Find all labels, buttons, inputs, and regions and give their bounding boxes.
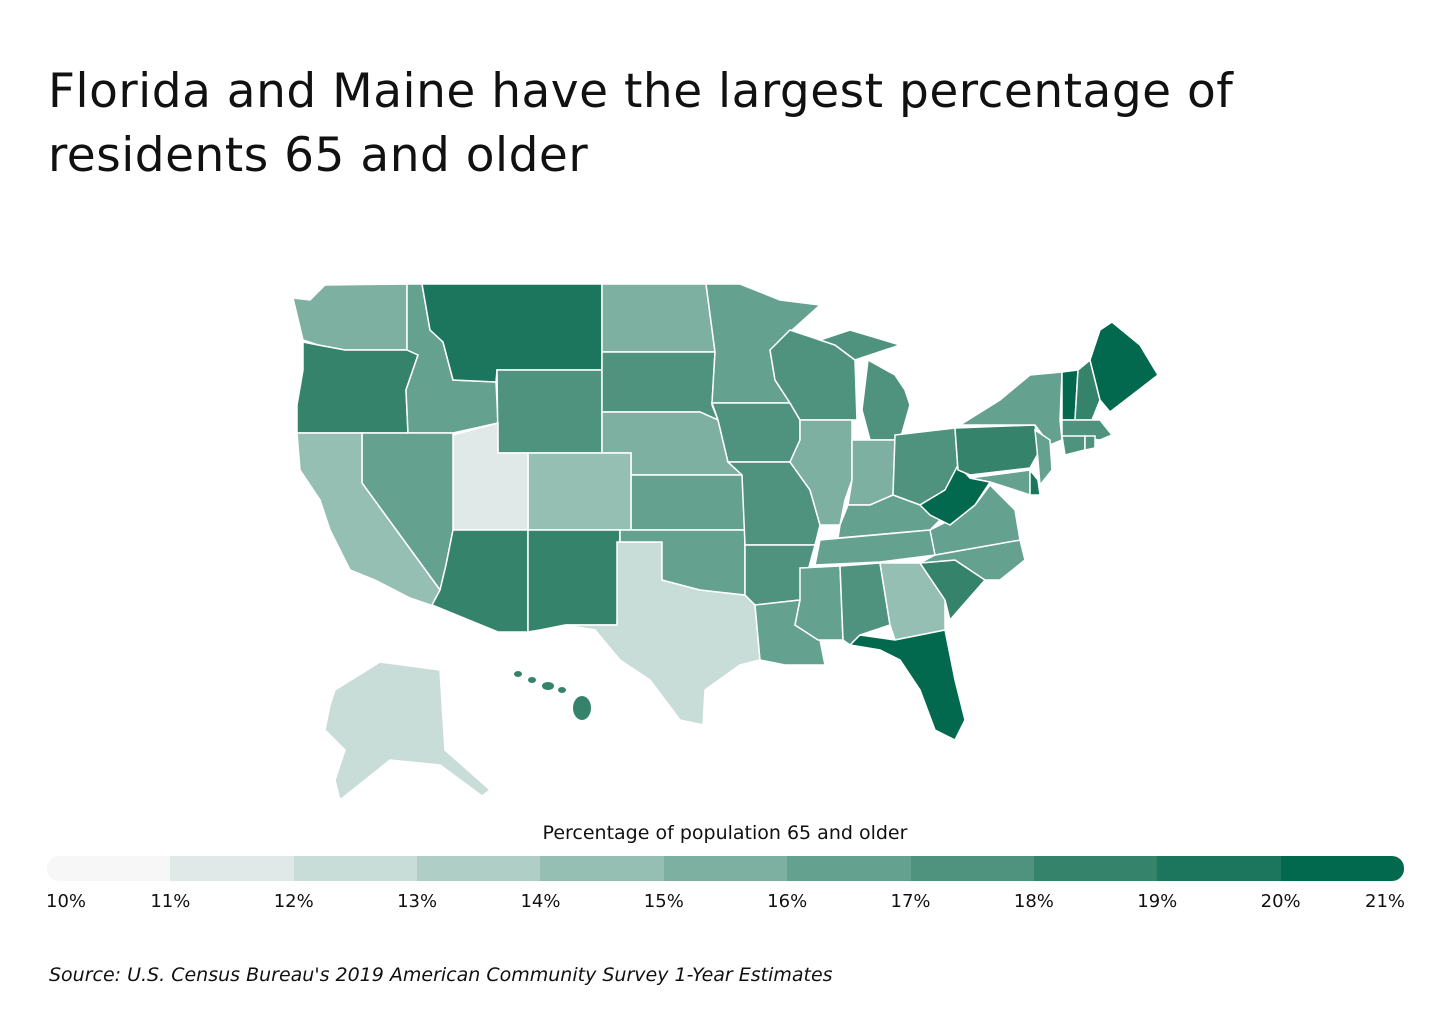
state-or [296,341,419,434]
state-nc [919,539,1026,581]
legend-swatch [293,856,418,881]
legend-swatch [170,856,294,881]
state-ia [710,402,801,463]
legend-title: Percentage of population 65 and older [542,822,908,844]
legend-tick-label: 16% [767,891,808,912]
state-hi [558,687,566,693]
state-wi [769,329,858,421]
legend-swatch [663,856,788,881]
state-wa [292,283,408,351]
state-de [1029,467,1041,496]
legend-swatch [787,856,911,881]
legend-tick-label: 20% [1260,891,1301,912]
state-hi [542,682,554,690]
legend-tick-label: 21% [1364,891,1406,912]
state-mi [861,358,911,441]
state-nm [527,529,621,633]
state-ca [296,432,447,612]
legend-swatch [540,856,664,881]
state-hi [528,677,536,683]
state-mi [817,329,903,361]
legend-swatch [1033,856,1158,881]
legend-tick-label: 10% [45,891,87,912]
legend-swatch [1157,856,1281,881]
state-hi [573,696,591,720]
legend-tick-label: 18% [1013,891,1054,912]
legend-tick-label: 13% [397,891,438,912]
state-ak [324,661,492,802]
chart-title: Florida and Maine have the largest perce… [48,64,1234,183]
state-in [847,439,896,506]
legend-tick-label: 15% [643,891,684,912]
source-note: Source: U.S. Census Bureau's 2019 Americ… [49,964,833,986]
state-hi [514,671,522,677]
state-ct [1061,435,1086,456]
legend-swatch [910,856,1034,881]
state-ny [957,371,1063,446]
legend-color-scale [47,856,1404,881]
state-wy [496,369,603,454]
state-ma [1061,419,1114,441]
state-ri [1084,435,1096,451]
legend-tick-label: 12% [273,891,314,912]
legend-swatch [417,856,541,881]
legend-tick-label: 11% [150,891,191,912]
state-mt [421,283,603,383]
legend-tick-label: 14% [520,891,561,912]
state-sd [601,351,720,422]
state-co [527,452,632,531]
state-pa [954,424,1041,476]
state-ks [630,474,746,531]
legend-tick-label: 17% [890,891,931,912]
state-md [969,469,1031,497]
legend-tick-label: 19% [1137,891,1178,912]
state-nj [1034,428,1053,487]
state-nd [601,283,716,353]
state-fl [848,629,966,742]
state-me [1089,321,1159,414]
legend-swatch [47,856,171,881]
legend-swatch [1280,856,1404,881]
state-ms [794,565,844,641]
